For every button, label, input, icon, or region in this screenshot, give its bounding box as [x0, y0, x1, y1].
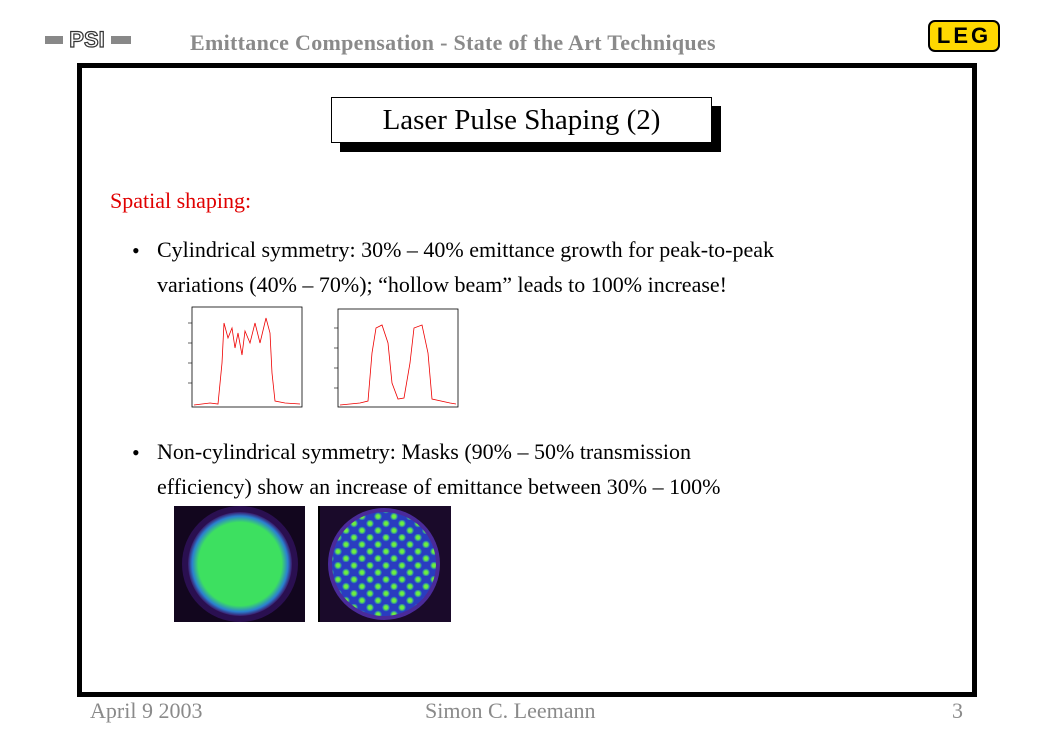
slide-title: Laser Pulse Shaping (2)	[331, 97, 712, 143]
bullet: •	[132, 238, 140, 263]
footer-date: April 9 2003	[90, 698, 203, 723]
footer-author: Simon C. Leemann	[425, 698, 596, 723]
profile-plots	[188, 306, 459, 408]
bullet-text: Non-cylindrical symmetry: Masks (90% – 5…	[157, 439, 692, 464]
footer-page: 3	[952, 698, 963, 723]
header-title: Emittance Compensation - State of the Ar…	[190, 30, 716, 55]
section-heading: Spatial shaping:	[110, 188, 252, 213]
psi-text: PSI	[69, 28, 104, 52]
mask-images	[174, 506, 451, 622]
bullet-text: efficiency) show an increase of emittanc…	[157, 474, 721, 499]
bullet: •	[132, 440, 140, 465]
psi-logo: PSI	[45, 28, 131, 52]
bullet-text: variations (40% – 70%); “hollow beam” le…	[157, 272, 727, 297]
slide-frame	[77, 63, 977, 697]
bullet-text: Cylindrical symmetry: 30% – 40% emittanc…	[157, 237, 775, 262]
leg-logo: LEG	[928, 20, 1000, 52]
